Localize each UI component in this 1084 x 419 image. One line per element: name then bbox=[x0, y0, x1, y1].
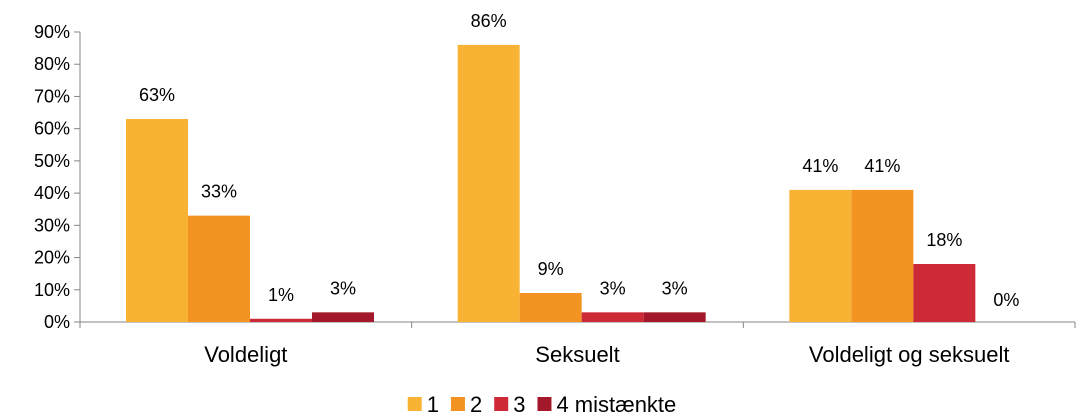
legend-item-3: 3 bbox=[494, 392, 525, 417]
bar-3-1 bbox=[250, 318, 312, 322]
data-label-1-2: 86% bbox=[471, 11, 507, 31]
category-label-3: Voldeligt og seksuelt bbox=[809, 342, 1010, 367]
y-tick-label: 20% bbox=[34, 248, 70, 268]
data-label-3-3: 18% bbox=[926, 230, 962, 250]
legend-item-1: 1 bbox=[407, 392, 439, 417]
bar-4-2 bbox=[643, 312, 706, 322]
y-tick-label: 90% bbox=[34, 22, 70, 42]
data-label-4-2: 3% bbox=[662, 278, 688, 298]
data-label-2-1: 33% bbox=[201, 182, 237, 202]
bar-4-1 bbox=[312, 312, 374, 322]
data-labels: 63% 33% 1% 3% 86% 9% 3% 3% 41% 41% 18% 0% bbox=[139, 11, 1019, 310]
legend-swatch-3 bbox=[494, 397, 509, 411]
legend-item-4: 4 mistænkte bbox=[537, 392, 676, 417]
data-label-2-3: 41% bbox=[864, 156, 900, 176]
legend-label-1: 1 bbox=[427, 392, 439, 417]
bar-2-3 bbox=[851, 189, 914, 322]
legend-swatch-2 bbox=[450, 397, 465, 411]
bar-2-1 bbox=[188, 215, 250, 322]
legend-label-3: 3 bbox=[513, 392, 525, 417]
y-tick-label: 70% bbox=[34, 86, 70, 106]
bar-2-2 bbox=[519, 293, 582, 322]
y-tick-label: 0% bbox=[44, 312, 70, 332]
data-label-4-1: 3% bbox=[330, 278, 356, 298]
bar-1-3 bbox=[789, 189, 852, 322]
y-tick-label: 60% bbox=[34, 119, 70, 139]
category-label-1: Voldeligt bbox=[204, 342, 287, 367]
data-label-4-3: 0% bbox=[993, 290, 1019, 310]
y-tick-label: 40% bbox=[34, 183, 70, 203]
legend-label-2: 2 bbox=[470, 392, 482, 417]
data-label-3-2: 3% bbox=[600, 278, 626, 298]
y-tick-label: 80% bbox=[34, 54, 70, 74]
legend-swatch-1 bbox=[407, 397, 422, 411]
legend-label-4: 4 mistænkte bbox=[556, 392, 676, 417]
legend-swatch-4 bbox=[537, 397, 552, 411]
legend: 1 2 3 4 mistænkte bbox=[407, 392, 676, 417]
data-label-3-1: 1% bbox=[268, 285, 294, 305]
y-tick-label: 50% bbox=[34, 151, 70, 171]
y-tick-label: 30% bbox=[34, 215, 70, 235]
data-label-1-3: 41% bbox=[802, 156, 838, 176]
y-axis: 0% 10% 20% 30% 40% 50% 60% 70% 80% 90% bbox=[34, 22, 81, 332]
bar-1-2 bbox=[457, 44, 520, 323]
bars bbox=[126, 44, 976, 323]
category-label-2: Seksuelt bbox=[535, 342, 619, 367]
bar-3-3 bbox=[913, 264, 976, 322]
legend-item-2: 2 bbox=[450, 392, 482, 417]
y-tick-label: 10% bbox=[34, 280, 70, 300]
bar-3-2 bbox=[581, 312, 644, 322]
bar-1-1 bbox=[126, 119, 188, 322]
x-axis: Voldeligt Seksuelt Voldeligt og seksuelt bbox=[79, 321, 1076, 367]
data-label-1-1: 63% bbox=[139, 85, 175, 105]
data-label-2-2: 9% bbox=[538, 259, 564, 279]
